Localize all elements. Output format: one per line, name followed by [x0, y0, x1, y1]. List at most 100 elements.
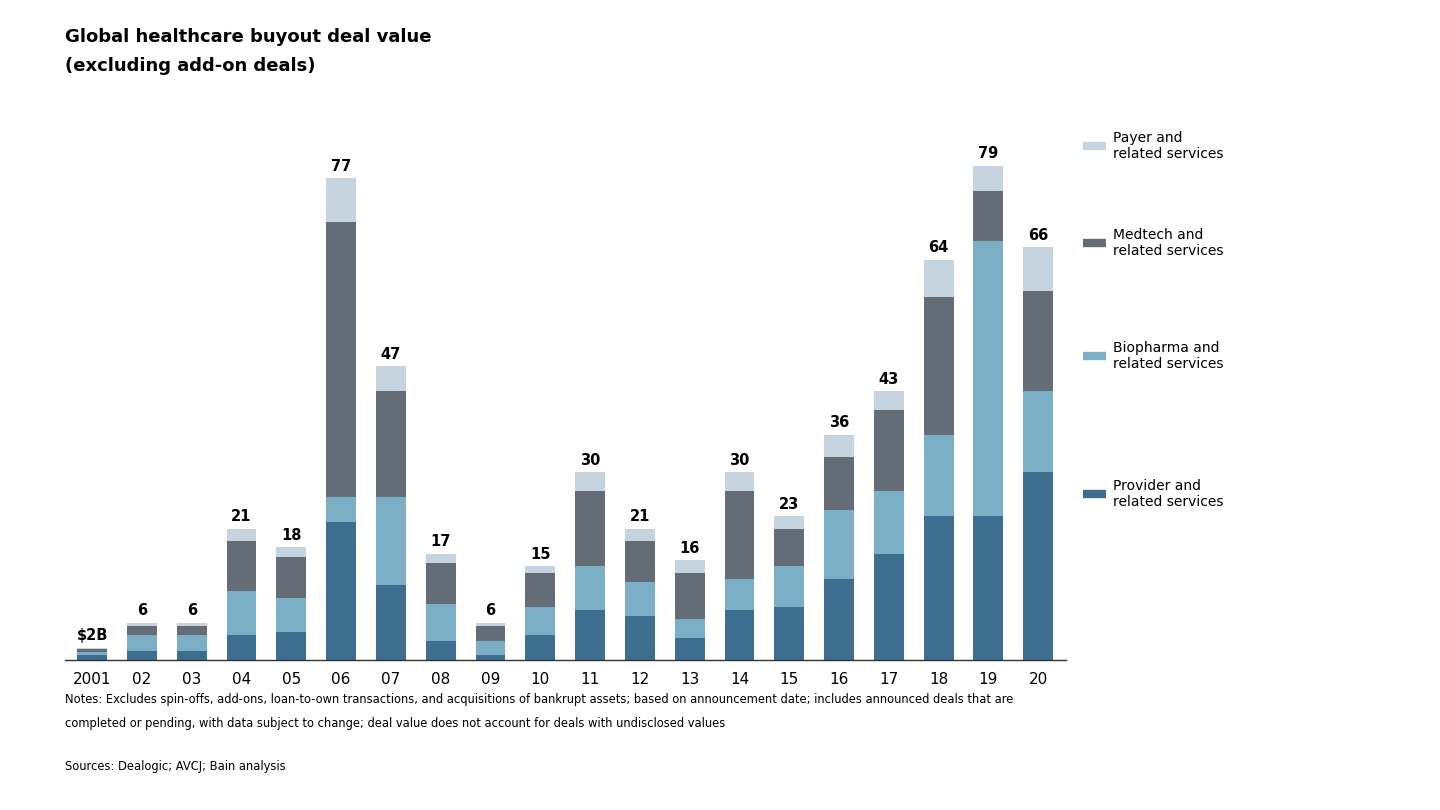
Bar — [226, 635, 256, 660]
Text: 6: 6 — [485, 603, 495, 618]
Bar — [775, 607, 804, 660]
Bar — [973, 166, 1004, 190]
Bar — [327, 497, 356, 522]
Bar — [724, 472, 755, 491]
Bar — [824, 579, 854, 660]
Bar — [327, 522, 356, 660]
Bar — [625, 541, 655, 582]
Bar — [376, 585, 406, 660]
Bar — [177, 650, 207, 660]
Bar — [177, 635, 207, 650]
Bar — [625, 529, 655, 541]
Text: 21: 21 — [232, 509, 252, 524]
Bar — [575, 491, 605, 566]
Bar — [874, 491, 904, 554]
Text: 30: 30 — [580, 453, 600, 468]
Bar — [1024, 247, 1053, 291]
Bar — [127, 650, 157, 660]
Text: 6: 6 — [137, 603, 147, 618]
Bar — [276, 557, 307, 598]
Bar — [526, 635, 556, 660]
Bar — [276, 632, 307, 660]
Bar — [923, 297, 953, 435]
Bar — [874, 410, 904, 491]
Bar — [226, 529, 256, 541]
Bar — [526, 607, 556, 635]
Bar — [475, 625, 505, 642]
Bar — [475, 655, 505, 660]
Bar — [724, 579, 755, 610]
Bar — [973, 190, 1004, 241]
Text: Provider and
related services: Provider and related services — [1113, 479, 1224, 509]
Bar — [625, 616, 655, 660]
Text: Global healthcare buyout deal value: Global healthcare buyout deal value — [65, 28, 432, 46]
Text: 77: 77 — [331, 159, 351, 174]
Text: 79: 79 — [978, 147, 998, 161]
Text: Sources: Dealogic; AVCJ; Bain analysis: Sources: Dealogic; AVCJ; Bain analysis — [65, 760, 285, 773]
Bar — [426, 642, 455, 660]
Bar — [376, 366, 406, 391]
Text: (excluding add-on deals): (excluding add-on deals) — [65, 57, 315, 75]
Bar — [276, 598, 307, 632]
Text: Medtech and
related services: Medtech and related services — [1113, 228, 1224, 258]
Bar — [675, 560, 704, 573]
Bar — [127, 625, 157, 635]
Text: 66: 66 — [1028, 228, 1048, 243]
Bar — [575, 610, 605, 660]
Bar — [824, 510, 854, 579]
Bar — [376, 391, 406, 497]
Bar — [426, 603, 455, 642]
Bar — [874, 391, 904, 410]
Text: 47: 47 — [380, 347, 402, 361]
Text: Payer and
related services: Payer and related services — [1113, 130, 1224, 161]
Bar — [426, 554, 455, 563]
Bar — [1024, 391, 1053, 472]
Bar — [724, 610, 755, 660]
Bar — [526, 573, 556, 607]
Bar — [327, 222, 356, 497]
Bar — [923, 259, 953, 297]
Bar — [724, 491, 755, 579]
Bar — [127, 635, 157, 650]
Bar — [78, 649, 107, 652]
Bar — [426, 563, 455, 603]
Text: 15: 15 — [530, 547, 550, 562]
Bar — [874, 554, 904, 660]
Text: 21: 21 — [629, 509, 649, 524]
Bar — [78, 652, 107, 655]
Text: 23: 23 — [779, 497, 799, 512]
Bar — [675, 573, 704, 620]
Bar — [775, 566, 804, 607]
Bar — [923, 435, 953, 516]
Bar — [226, 541, 256, 591]
Bar — [78, 648, 107, 649]
Text: 30: 30 — [729, 453, 750, 468]
Text: 36: 36 — [829, 416, 850, 430]
Text: completed or pending, with data subject to change; deal value does not account f: completed or pending, with data subject … — [65, 717, 726, 730]
Bar — [775, 516, 804, 529]
Bar — [78, 655, 107, 660]
Bar — [775, 529, 804, 566]
Bar — [625, 582, 655, 616]
Bar — [824, 435, 854, 457]
Bar — [973, 241, 1004, 516]
Bar — [127, 623, 157, 625]
Bar — [177, 625, 207, 635]
Text: 64: 64 — [929, 241, 949, 255]
Bar — [475, 642, 505, 655]
Text: 16: 16 — [680, 540, 700, 556]
Bar — [376, 497, 406, 585]
Bar — [1024, 472, 1053, 660]
Text: 6: 6 — [187, 603, 197, 618]
Bar — [226, 591, 256, 635]
Bar — [575, 566, 605, 610]
Bar — [575, 472, 605, 491]
Bar — [973, 516, 1004, 660]
Text: 17: 17 — [431, 535, 451, 549]
Bar — [475, 623, 505, 625]
Text: Notes: Excludes spin-offs, add-ons, loan-to-own transactions, and acquisitions o: Notes: Excludes spin-offs, add-ons, loan… — [65, 693, 1014, 706]
Bar — [526, 566, 556, 573]
Bar — [923, 516, 953, 660]
Bar — [675, 620, 704, 638]
Text: 18: 18 — [281, 528, 301, 544]
